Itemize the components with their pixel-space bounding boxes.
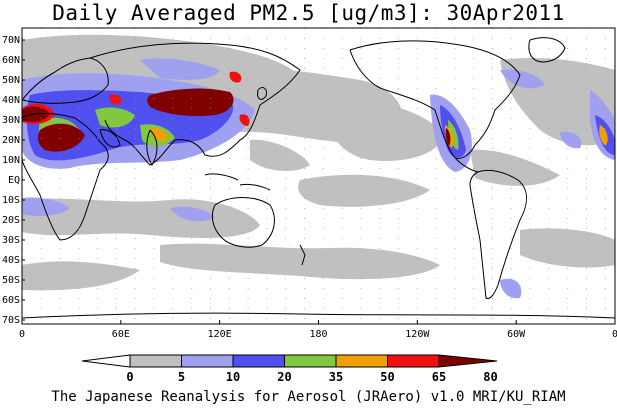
map-area bbox=[22, 28, 615, 324]
longitude-label: 60E bbox=[112, 329, 130, 340]
colorbar-segment bbox=[181, 354, 234, 368]
longitude-label: 120E bbox=[208, 329, 232, 340]
latitude-label: 20S bbox=[2, 215, 20, 226]
map-title: Daily Averaged PM2.5 [ug/m3]: 30Apr2011 bbox=[52, 1, 565, 25]
longitude-axis: 0 60E 120E 180 120W 60W 0 bbox=[19, 320, 617, 340]
latitude-label: 40S bbox=[2, 255, 20, 266]
colorbar-label: 20 bbox=[277, 370, 291, 384]
colorbar-segment bbox=[387, 354, 440, 368]
colorbar-segment bbox=[335, 354, 388, 368]
longitude-label: 120W bbox=[405, 329, 430, 340]
latitude-label: 60S bbox=[2, 295, 20, 306]
colorbar-label: 35 bbox=[329, 370, 343, 384]
latitude-label: 70N bbox=[2, 35, 20, 46]
latitude-label: 70S bbox=[2, 315, 20, 326]
colorbar-label: 50 bbox=[380, 370, 394, 384]
longitude-label: 180 bbox=[309, 329, 327, 340]
latitude-label: 60N bbox=[2, 55, 20, 66]
colorbar-label: 5 bbox=[178, 370, 185, 384]
latitude-label: EQ bbox=[8, 175, 20, 186]
latitude-label: 20N bbox=[2, 135, 20, 146]
latitude-label: 10S bbox=[2, 195, 20, 206]
latitude-label: 50S bbox=[2, 275, 20, 286]
colorbar-segment bbox=[232, 354, 285, 368]
latitude-label: 50N bbox=[2, 75, 20, 86]
colorbar: 0 5 10 20 35 50 65 80 bbox=[81, 354, 498, 384]
colorbar-segment bbox=[284, 354, 337, 368]
latitude-label: 30N bbox=[2, 115, 20, 126]
longitude-label: 0 bbox=[19, 329, 25, 340]
latitude-label: 40N bbox=[2, 95, 20, 106]
colorbar-label: 65 bbox=[432, 370, 446, 384]
latitude-axis: 70N 60N 50N 40N 30N 20N 10N EQ 10S 20S 30S 40S 50S 60… bbox=[2, 35, 25, 326]
longitude-label: 0 bbox=[612, 329, 617, 340]
latitude-label: 10N bbox=[2, 155, 20, 166]
footer-credit: The Japanese Reanalysis for Aerosol (JRA… bbox=[51, 389, 566, 405]
colorbar-segment bbox=[438, 354, 498, 368]
colorbar-label: 0 bbox=[126, 370, 133, 384]
colorbar-segment bbox=[81, 354, 131, 368]
longitude-label: 60W bbox=[507, 329, 526, 340]
colorbar-segment bbox=[129, 354, 182, 368]
colorbar-label: 80 bbox=[483, 370, 497, 384]
latitude-label: 30S bbox=[2, 235, 20, 246]
colorbar-label: 10 bbox=[226, 370, 240, 384]
